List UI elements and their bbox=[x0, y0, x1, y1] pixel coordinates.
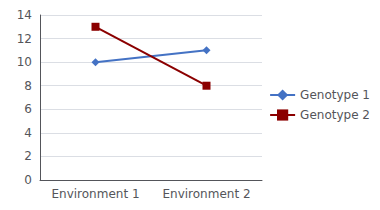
svg-text:10: 10 bbox=[17, 55, 32, 69]
svg-text:0: 0 bbox=[24, 173, 32, 187]
svg-text:2: 2 bbox=[24, 149, 32, 163]
svg-text:6: 6 bbox=[24, 102, 32, 116]
svg-text:Environment 2: Environment 2 bbox=[162, 187, 250, 201]
svg-text:14: 14 bbox=[17, 8, 32, 22]
svg-text:Environment 1: Environment 1 bbox=[51, 187, 139, 201]
svg-text:Genotype 1: Genotype 1 bbox=[300, 88, 370, 102]
svg-text:4: 4 bbox=[24, 126, 32, 140]
svg-text:8: 8 bbox=[24, 79, 32, 93]
svg-text:Genotype 2: Genotype 2 bbox=[300, 108, 370, 122]
svg-text:12: 12 bbox=[17, 32, 32, 46]
